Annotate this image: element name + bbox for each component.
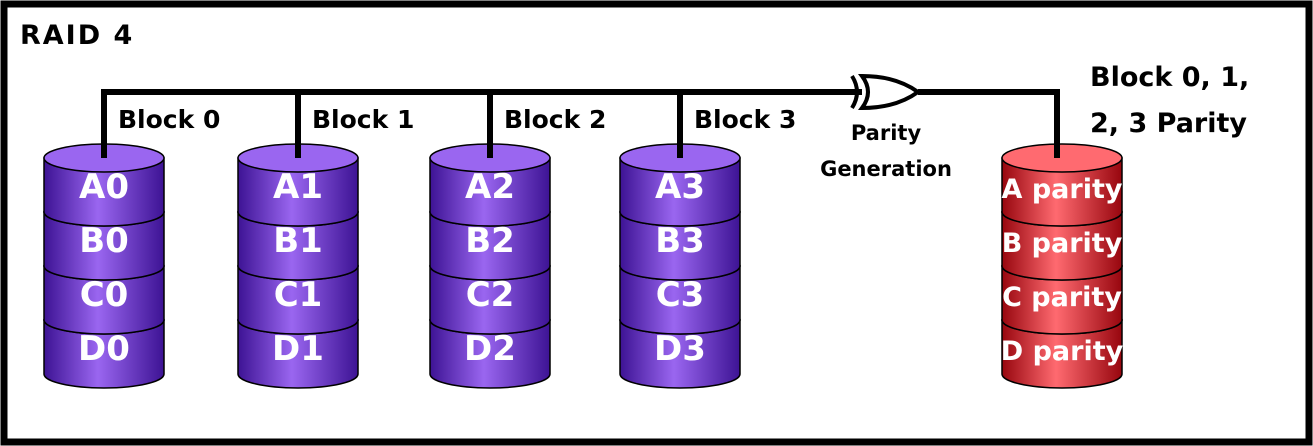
data-disk-1: D1 C1 B1 A1 xyxy=(237,143,359,389)
parity-generation-label-line2: Generation xyxy=(820,157,952,181)
diagram-title: RAID 4 xyxy=(20,20,134,51)
disk-segment: A0 xyxy=(43,143,165,227)
disk-segment-label: B3 xyxy=(655,221,705,261)
disk-segment-label: B2 xyxy=(465,221,515,261)
data-disk-0: D0 C0 B0 A0 xyxy=(43,143,165,389)
disk-segment-body xyxy=(237,211,359,281)
block-label-3: Block 3 xyxy=(694,105,796,134)
disk-segment-body xyxy=(1001,157,1123,227)
disk-segment-label: D2 xyxy=(464,329,516,369)
disk-segment-label: A parity xyxy=(1002,174,1123,205)
disk-segment-label: A2 xyxy=(465,167,515,207)
disk-segment-label: C2 xyxy=(466,275,515,315)
disk-segment-body xyxy=(429,211,551,281)
disk-segment-label: D parity xyxy=(1001,336,1124,367)
disk-segment-cap xyxy=(1001,143,1123,173)
disk-segment-body xyxy=(1001,319,1123,389)
disk-segment: A parity xyxy=(1001,143,1123,227)
disk-segment-body xyxy=(43,157,165,227)
disk-segment-label: C3 xyxy=(656,275,705,315)
disk-segment-body xyxy=(43,211,165,281)
disk-segment-label: C parity xyxy=(1002,282,1122,313)
disk-segment-body xyxy=(429,157,551,227)
parity-block-label-line2: 2, 3 Parity xyxy=(1090,108,1247,139)
block-label-1: Block 1 xyxy=(312,105,414,134)
disk-segment-body xyxy=(237,265,359,335)
disk-segment-label: A1 xyxy=(273,167,323,207)
disk-segment-body xyxy=(619,211,741,281)
data-disk-3: D3 C3 B3 A3 xyxy=(619,143,741,389)
disk-segment-label: D1 xyxy=(272,329,324,369)
disk-segment-label: C0 xyxy=(80,275,129,315)
block-label-2: Block 2 xyxy=(504,105,606,134)
parity-output-line xyxy=(918,89,1060,160)
disk-segment-body xyxy=(43,265,165,335)
data-bus-line xyxy=(101,89,862,158)
disk-segment-label: A3 xyxy=(655,167,705,207)
disk-segment-body xyxy=(1001,211,1123,281)
disk-segment-body xyxy=(43,319,165,389)
disk-segment-body xyxy=(1001,265,1123,335)
disk-segment-label: B0 xyxy=(79,221,129,261)
disk-segment-body xyxy=(237,319,359,389)
xor-gate-icon xyxy=(850,73,922,111)
disk-segment-body xyxy=(619,157,741,227)
disk-segment-label: B parity xyxy=(1002,228,1123,259)
disk-segment-label: D3 xyxy=(654,329,706,369)
disk-segment: A2 xyxy=(429,143,551,227)
disk-segment-body xyxy=(429,265,551,335)
parity-disk: D parity C parity B parity A parity xyxy=(1001,143,1124,389)
block-label-0: Block 0 xyxy=(118,105,220,134)
data-disk-2: D2 C2 B2 A2 xyxy=(429,143,551,389)
disk-segment-body xyxy=(237,157,359,227)
disk-segment-label: C1 xyxy=(274,275,323,315)
parity-generation-label-line1: Parity xyxy=(851,121,922,145)
disk-segment-body xyxy=(619,319,741,389)
disk-segment-label: B1 xyxy=(273,221,323,261)
disk-segment-label: D0 xyxy=(78,329,130,369)
parity-block-label-line1: Block 0, 1, xyxy=(1090,62,1249,93)
disk-segment-body xyxy=(619,265,741,335)
disk-segment-label: A0 xyxy=(79,167,129,207)
disk-segment-body xyxy=(429,319,551,389)
